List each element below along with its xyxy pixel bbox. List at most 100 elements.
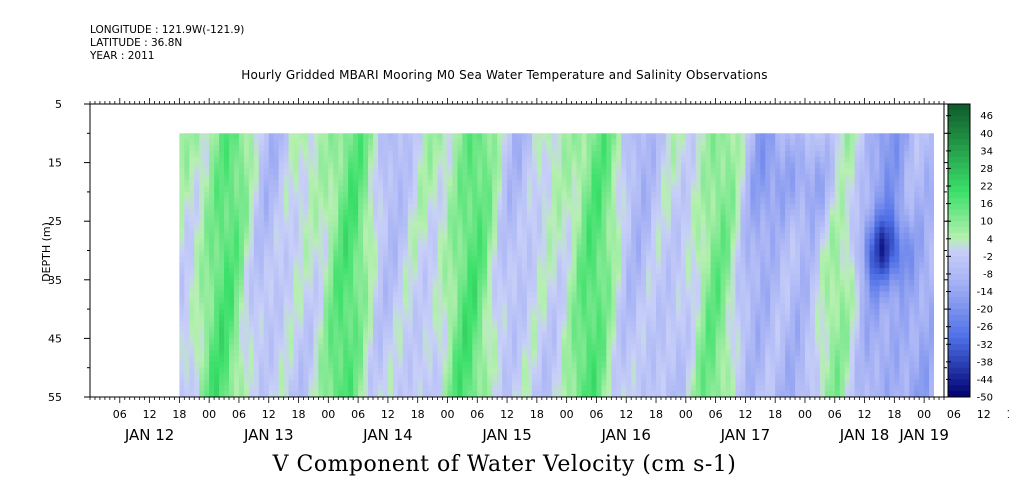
- heatmap-cell: [467, 285, 473, 293]
- heatmap-cell: [626, 197, 632, 205]
- heatmap-cell: [492, 297, 498, 304]
- heatmap-cell: [477, 221, 483, 228]
- heatmap-cell: [258, 355, 265, 363]
- heatmap-cell: [407, 133, 414, 140]
- heatmap-cell: [224, 215, 230, 222]
- heatmap-cell: [646, 367, 652, 375]
- heatmap-cell: [472, 191, 478, 199]
- heatmap-cell: [258, 203, 265, 211]
- heatmap-cell: [447, 268, 454, 275]
- heatmap-cell: [437, 215, 444, 222]
- heatmap-cell: [333, 162, 339, 170]
- heatmap-cell: [422, 373, 429, 381]
- heatmap-cell: [323, 273, 329, 281]
- heatmap-cell: [392, 162, 399, 170]
- heatmap-cell: [402, 150, 409, 158]
- heatmap-cell: [189, 209, 195, 216]
- heatmap-cell: [566, 314, 573, 322]
- heatmap-cell: [283, 162, 290, 170]
- heatmap-cell: [512, 303, 518, 310]
- heatmap-cell: [422, 162, 429, 170]
- heatmap-cell: [517, 361, 523, 369]
- heatmap-cell: [720, 373, 727, 381]
- heatmap-cell: [646, 238, 652, 246]
- heatmap-cell: [298, 244, 305, 252]
- heatmap-cell: [248, 344, 255, 351]
- heatmap-cell: [437, 297, 444, 304]
- heatmap-cell: [670, 221, 677, 228]
- heatmap-cell: [417, 221, 424, 228]
- heatmap-cell: [447, 203, 454, 211]
- heatmap-cell: [551, 145, 558, 152]
- heatmap-cell: [268, 344, 275, 351]
- heatmap-cell: [194, 250, 200, 257]
- heatmap-cell: [680, 285, 687, 293]
- heatmap-cell: [417, 180, 424, 187]
- heatmap-cell: [517, 156, 523, 164]
- heatmap-cell: [680, 191, 687, 199]
- heatmap-cell: [397, 238, 404, 246]
- heatmap-cell: [700, 180, 707, 187]
- heatmap-cell: [636, 162, 642, 170]
- heatmap-cell: [214, 303, 220, 310]
- heatmap-cell: [497, 162, 503, 170]
- heatmap-cell: [616, 303, 622, 310]
- heatmap-cell: [233, 227, 240, 234]
- heatmap-cell: [700, 320, 707, 328]
- heatmap-cell: [248, 221, 255, 228]
- heatmap-cell: [437, 355, 444, 363]
- heatmap-cell: [561, 221, 568, 228]
- heatmap-cell: [656, 297, 662, 304]
- heatmap-cell: [219, 150, 225, 158]
- heatmap-cell: [323, 197, 329, 205]
- heatmap-cell: [621, 191, 627, 199]
- heatmap-cell: [675, 150, 682, 158]
- heatmap-cell: [536, 355, 543, 363]
- heatmap-cell: [656, 145, 662, 152]
- heatmap-cell: [219, 320, 225, 328]
- heatmap-cell: [219, 133, 225, 140]
- heatmap-cell: [333, 180, 339, 187]
- heatmap-cell: [581, 391, 588, 397]
- heatmap-cell: [412, 361, 419, 369]
- heatmap-cell: [685, 180, 692, 187]
- heatmap-cell: [457, 344, 463, 351]
- heatmap-cell: [710, 332, 717, 339]
- heatmap-cell: [422, 291, 429, 298]
- heatmap-cell: [561, 320, 568, 328]
- heatmap-cell: [462, 162, 468, 170]
- heatmap-cell: [601, 285, 607, 293]
- heatmap-cell: [576, 373, 583, 381]
- heatmap-cell: [437, 391, 444, 397]
- heatmap-cell: [179, 197, 185, 205]
- heatmap-cell: [710, 361, 717, 369]
- heatmap-cell: [695, 186, 702, 193]
- heatmap-cell: [382, 355, 389, 363]
- heatmap-cell: [363, 162, 369, 170]
- heatmap-cell: [581, 373, 588, 381]
- heatmap-cell: [348, 291, 354, 298]
- heatmap-cell: [452, 344, 459, 351]
- heatmap-cell: [258, 291, 265, 298]
- heatmap-cell: [685, 303, 692, 310]
- heatmap-cell: [457, 385, 463, 392]
- heatmap-cell: [695, 203, 702, 211]
- heatmap-cell: [283, 391, 290, 397]
- heatmap-cell: [546, 303, 553, 310]
- heatmap-cell: [358, 309, 364, 316]
- heatmap-cell: [517, 180, 523, 187]
- heatmap-cell: [243, 344, 250, 351]
- heatmap-cell: [353, 355, 359, 363]
- heatmap-cell: [204, 268, 210, 275]
- heatmap-cell: [680, 244, 687, 252]
- heatmap-cell: [626, 168, 632, 175]
- heatmap-cell: [333, 227, 339, 234]
- heatmap-cell: [422, 238, 429, 246]
- heatmap-cell: [219, 145, 225, 152]
- heatmap-cell: [233, 256, 240, 263]
- heatmap-cell: [477, 303, 483, 310]
- heatmap-cell: [412, 168, 419, 175]
- heatmap-cell: [179, 139, 185, 146]
- heatmap-cell: [541, 309, 548, 316]
- heatmap-cell: [576, 191, 583, 199]
